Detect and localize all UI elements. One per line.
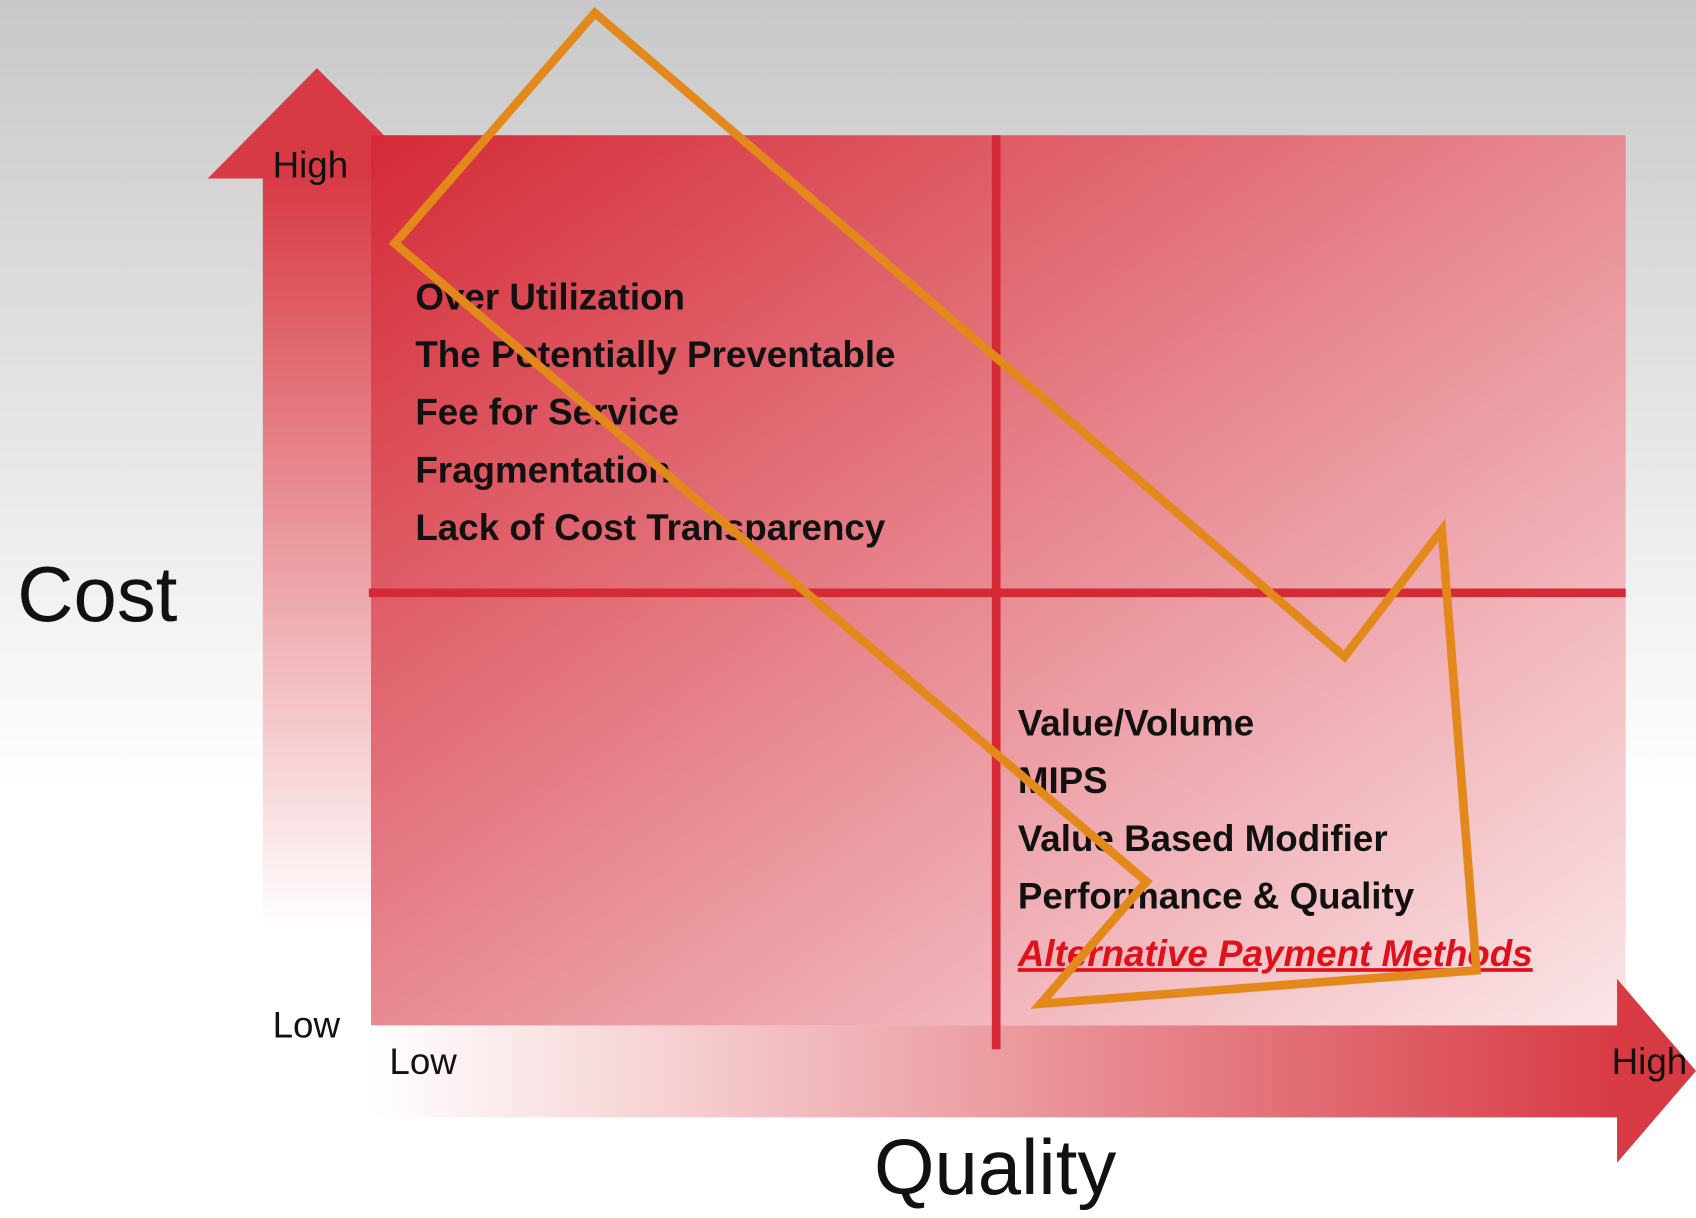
- y-low: Low: [273, 1004, 341, 1045]
- x-axis-head: [1617, 978, 1696, 1163]
- y-title: Cost: [17, 551, 177, 638]
- trend-arrow: [388, 6, 1482, 1009]
- quadrant-item: Performance & Quality: [1018, 875, 1415, 916]
- quadrant-item: Fee for Service: [415, 392, 679, 433]
- x-high: High: [1612, 1041, 1688, 1082]
- quadrant-item: The Potentially Preventable: [415, 334, 895, 375]
- x-title: Quality: [874, 1124, 1116, 1211]
- quadrant-item: Lack of Cost Transparency: [415, 507, 885, 548]
- emphasized-item: Alternative Payment Methods: [1017, 933, 1533, 974]
- y-high: High: [273, 144, 349, 185]
- x-low: Low: [389, 1041, 457, 1082]
- quadrant-item: Fragmentation: [415, 449, 670, 490]
- y-axis-bar: [262, 173, 371, 931]
- quadrant-item: Value/Volume: [1018, 703, 1254, 744]
